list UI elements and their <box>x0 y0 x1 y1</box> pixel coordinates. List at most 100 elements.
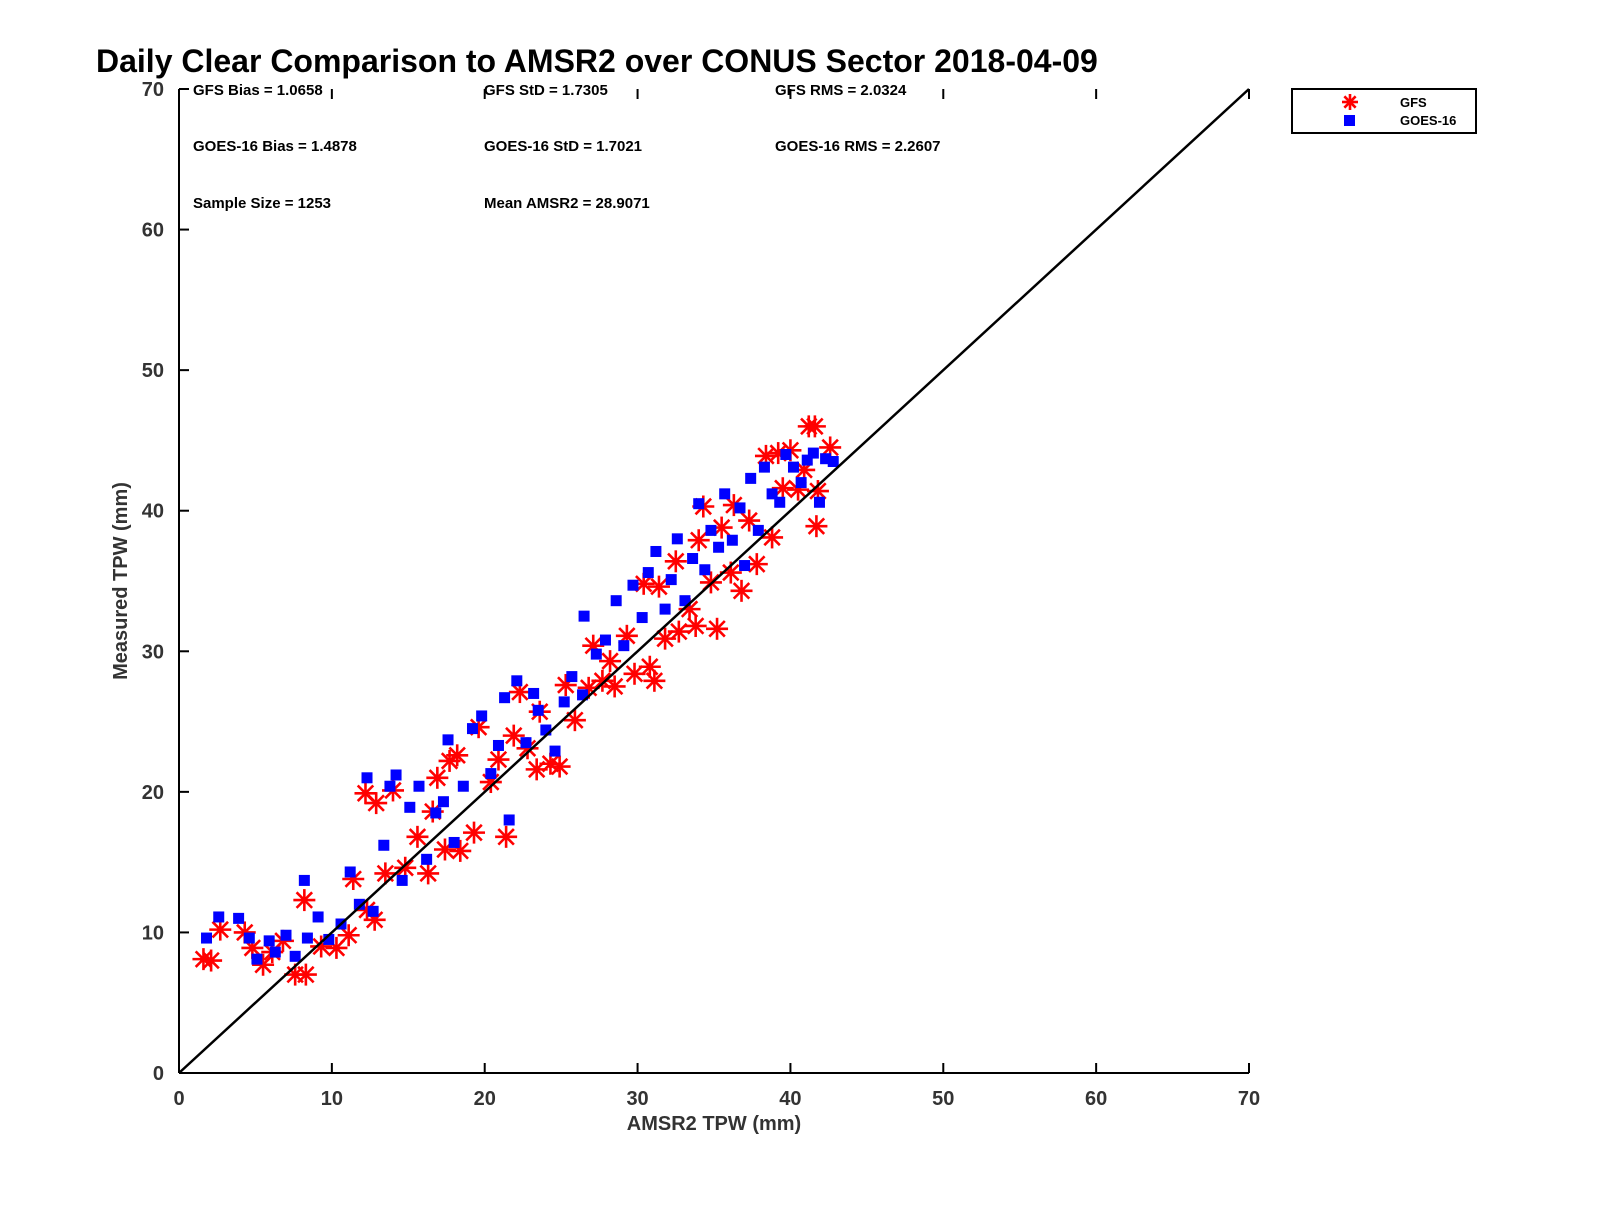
y-tick-label: 70 <box>142 79 164 101</box>
y-tick-label: 60 <box>142 220 164 242</box>
goes-16-point <box>827 456 839 468</box>
goes-16-point <box>485 768 497 780</box>
goes-16-point <box>437 796 449 808</box>
stats-text: GFS Bias = 1.0658 <box>193 82 323 99</box>
gfs-point <box>599 650 622 673</box>
gfs-point <box>502 724 525 747</box>
goes-16-point <box>421 853 433 865</box>
gfs-point <box>209 918 232 941</box>
gfs-point <box>761 526 784 549</box>
legend-gfs-marker <box>1342 94 1358 110</box>
goes-16-point <box>774 496 786 508</box>
goes-16-point <box>503 814 515 826</box>
goes-16-point <box>532 704 544 716</box>
gfs-point <box>463 821 486 844</box>
gfs-point <box>394 856 417 879</box>
gfs-point <box>819 436 842 459</box>
legend-box <box>1291 88 1477 134</box>
goes-16-point <box>679 595 691 607</box>
y-tick-label: 10 <box>142 922 164 944</box>
gfs-point <box>803 415 826 438</box>
gfs-point <box>687 529 710 552</box>
goes-16-point <box>719 488 731 500</box>
goes-16-point <box>787 461 799 473</box>
goes-16-point <box>780 448 792 460</box>
goes-16-point <box>813 496 825 508</box>
goes-16-point <box>323 933 335 945</box>
goes-16-point <box>642 567 654 579</box>
goes-16-point <box>627 579 639 591</box>
x-tick-label: 70 <box>1238 1088 1260 1110</box>
goes-16-point <box>442 734 454 746</box>
gfs-point <box>643 669 666 692</box>
gfs-point <box>293 889 316 912</box>
goes-16-point <box>650 545 662 557</box>
goes-16-point <box>213 911 225 923</box>
goes-16-point <box>734 502 746 514</box>
goes-16-point <box>301 932 313 944</box>
goes-16-point <box>558 696 570 708</box>
gfs-point <box>417 862 440 885</box>
goes-16-point <box>713 541 725 553</box>
goes-16-point <box>795 477 807 489</box>
goes-16-point <box>263 935 275 947</box>
goes-16-point <box>476 710 488 722</box>
gfs-point <box>603 675 626 698</box>
goes-16-point <box>540 724 552 736</box>
goes-16-point <box>312 911 324 923</box>
gfs-point <box>664 550 687 573</box>
goes-16-point <box>752 524 764 536</box>
goes-16-point <box>659 603 671 615</box>
stats-text: Mean AMSR2 = 28.9071 <box>484 195 650 212</box>
goes-16-point <box>578 610 590 622</box>
stats-text: GOES-16 Bias = 1.4878 <box>193 138 357 155</box>
goes-16-point <box>758 461 770 473</box>
y-tick-label: 0 <box>153 1063 164 1085</box>
legend-gfs-asterisk <box>1342 94 1358 110</box>
series-goes-16 <box>201 447 839 965</box>
goes-16-point <box>687 553 699 565</box>
goes-16-point <box>448 836 460 848</box>
goes-16-point <box>739 560 751 572</box>
x-tick-label: 60 <box>1085 1088 1107 1110</box>
goes-16-point <box>520 737 532 749</box>
y-tick-label: 30 <box>142 641 164 663</box>
legend-label-goes-16: GOES-16 <box>1400 113 1456 128</box>
goes-16-point <box>396 874 408 886</box>
gfs-point <box>406 825 429 848</box>
goes-16-point <box>243 932 255 944</box>
goes-16-point <box>289 950 301 962</box>
goes-16-point <box>233 912 245 924</box>
goes-16-point <box>390 769 402 781</box>
legend: GFS GOES-16 <box>1291 88 1477 134</box>
gfs-point <box>495 825 518 848</box>
goes-16-point <box>665 574 677 586</box>
goes-16-point <box>599 634 611 646</box>
x-tick-label: 30 <box>626 1088 648 1110</box>
gfs-point <box>294 963 317 986</box>
goes-16-point <box>430 807 442 819</box>
goes-16-point <box>820 453 832 465</box>
goes-16-point <box>344 866 356 878</box>
goes-16-point <box>577 689 589 701</box>
goes-16-point <box>566 671 578 683</box>
gfs-point <box>667 620 690 643</box>
gfs-point <box>730 579 753 602</box>
y-tick-label: 40 <box>142 501 164 523</box>
x-tick-label: 20 <box>474 1088 496 1110</box>
goes-16-point <box>353 898 365 910</box>
x-tick-label: 40 <box>779 1088 801 1110</box>
goes-16-point <box>528 687 540 699</box>
goes-16-point <box>269 946 281 958</box>
goes-16-point <box>251 953 263 965</box>
x-tick-label: 10 <box>321 1088 343 1110</box>
goes-16-point <box>201 932 213 944</box>
y-axis-label: Measured TPW (mm) <box>110 482 132 680</box>
goes-16-point <box>361 772 373 784</box>
goes-16-point <box>492 739 504 751</box>
gfs-point <box>684 614 707 637</box>
legend-label-gfs: GFS <box>1400 95 1427 110</box>
goes-16-point <box>699 564 711 576</box>
goes-16-point <box>280 929 292 941</box>
